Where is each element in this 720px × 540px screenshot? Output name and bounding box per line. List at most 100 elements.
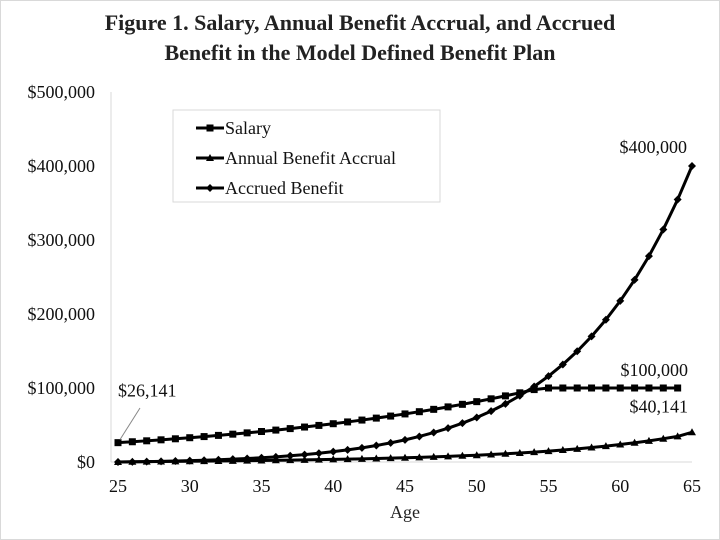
data-point-accrued-benefit (573, 347, 582, 356)
data-point-annual-benefit-accrual (458, 451, 467, 459)
chart-title-line-2: Benefit in the Model Defined Benefit Pla… (164, 40, 555, 65)
data-point-salary (473, 398, 481, 406)
chart-title-line-1: Figure 1. Salary, Annual Benefit Accrual… (105, 10, 616, 35)
x-tick-label: 60 (611, 476, 629, 496)
data-point-salary (631, 384, 639, 392)
series-salary (114, 384, 682, 447)
data-point-salary (344, 418, 352, 426)
data-point-accrued-benefit (515, 391, 524, 400)
legend-label: Annual Benefit Accrual (225, 148, 396, 168)
data-point-annual-benefit-accrual (501, 449, 510, 457)
data-point-accrued-benefit (386, 438, 395, 447)
data-point-salary (372, 414, 380, 422)
data-point-salary (616, 384, 624, 392)
data-point-accrued-benefit (357, 443, 366, 452)
legend-label: Salary (225, 118, 271, 138)
data-point-annual-benefit-accrual (616, 440, 625, 448)
data-point-accrued-benefit (142, 457, 151, 466)
data-point-salary (286, 425, 294, 433)
data-point-annual-benefit-accrual (601, 442, 610, 450)
data-point-accrued-benefit (314, 449, 323, 458)
data-point-salary (243, 429, 251, 437)
legend-item-accrued-benefit: Accrued Benefit (196, 178, 343, 198)
data-point-annual-benefit-accrual (429, 452, 438, 460)
data-point-annual-benefit-accrual (472, 451, 481, 459)
data-label: $40,141 (630, 396, 689, 416)
data-point-accrued-benefit (271, 452, 280, 461)
data-point-accrued-benefit (286, 451, 295, 460)
data-point-salary (602, 384, 610, 392)
data-point-salary (588, 384, 596, 392)
data-point-salary (674, 384, 682, 392)
x-tick-label: 45 (396, 476, 414, 496)
data-point-salary (458, 400, 466, 408)
data-point-salary (315, 421, 323, 429)
legend-label: Accrued Benefit (225, 178, 343, 198)
data-point-salary (401, 410, 409, 418)
data-point-accrued-benefit (659, 225, 668, 234)
data-point-accrued-benefit (228, 455, 237, 464)
data-point-annual-benefit-accrual (558, 446, 567, 454)
x-tick-label: 55 (540, 476, 558, 496)
data-point-annual-benefit-accrual (487, 450, 496, 458)
data-point-accrued-benefit (415, 432, 424, 441)
data-point-accrued-benefit (630, 275, 639, 284)
data-point-salary (444, 403, 452, 411)
x-tick-label: 40 (324, 476, 342, 496)
y-tick-label: $300,000 (28, 230, 96, 250)
data-point-accrued-benefit (243, 454, 252, 463)
data-point-accrued-benefit (501, 399, 510, 408)
data-point-annual-benefit-accrual (386, 454, 395, 462)
data-point-salary (143, 437, 151, 445)
data-point-accrued-benefit (487, 407, 496, 416)
data-point-salary (214, 431, 222, 439)
data-point-salary (128, 438, 136, 446)
data-point-salary (487, 395, 495, 403)
data-point-accrued-benefit (530, 382, 539, 391)
x-axis-label: Age (390, 502, 420, 522)
data-point-accrued-benefit (616, 296, 625, 305)
data-point-salary (114, 439, 122, 447)
legend-item-salary: Salary (196, 118, 271, 138)
x-tick-label: 30 (181, 476, 199, 496)
data-point-salary (387, 412, 395, 420)
data-point-annual-benefit-accrual (372, 454, 381, 462)
data-point-annual-benefit-accrual (659, 434, 668, 442)
data-point-annual-benefit-accrual (644, 436, 653, 444)
y-tick-label: $100,000 (28, 378, 96, 398)
data-point-annual-benefit-accrual (530, 448, 539, 456)
data-point-annual-benefit-accrual (444, 452, 453, 460)
x-tick-label: 35 (253, 476, 271, 496)
y-tick-label: $0 (77, 452, 95, 472)
data-point-accrued-benefit (300, 450, 309, 459)
data-point-accrued-benefit (372, 441, 381, 450)
data-point-salary (645, 384, 653, 392)
x-tick-label: 50 (468, 476, 486, 496)
data-label: $100,000 (621, 360, 689, 380)
data-point-accrued-benefit (601, 315, 610, 324)
x-tick-label: 65 (683, 476, 701, 496)
data-point-accrued-benefit (444, 424, 453, 433)
data-point-annual-benefit-accrual (630, 438, 639, 446)
y-tick-label: $400,000 (28, 156, 96, 176)
data-point-salary (358, 416, 366, 424)
data-point-salary (157, 436, 165, 444)
data-point-annual-benefit-accrual (343, 455, 352, 463)
data-point-accrued-benefit (185, 456, 194, 465)
data-point-accrued-benefit (558, 360, 567, 369)
data-point-accrued-benefit (688, 162, 696, 170)
data-point-salary (258, 428, 265, 436)
series-line-accrued-benefit (117, 165, 694, 464)
data-point-accrued-benefit (472, 413, 481, 422)
data-point-salary (301, 423, 309, 431)
data-point-salary (229, 430, 237, 438)
data-point-accrued-benefit (214, 455, 223, 464)
data-point-accrued-benefit (644, 252, 653, 261)
data-point-salary (545, 384, 552, 392)
y-tick-label: $500,000 (28, 82, 96, 102)
data-point-accrued-benefit (458, 419, 467, 428)
data-label-leader-line (119, 407, 141, 440)
data-point-salary (272, 426, 280, 434)
data-point-annual-benefit-accrual (573, 444, 582, 452)
